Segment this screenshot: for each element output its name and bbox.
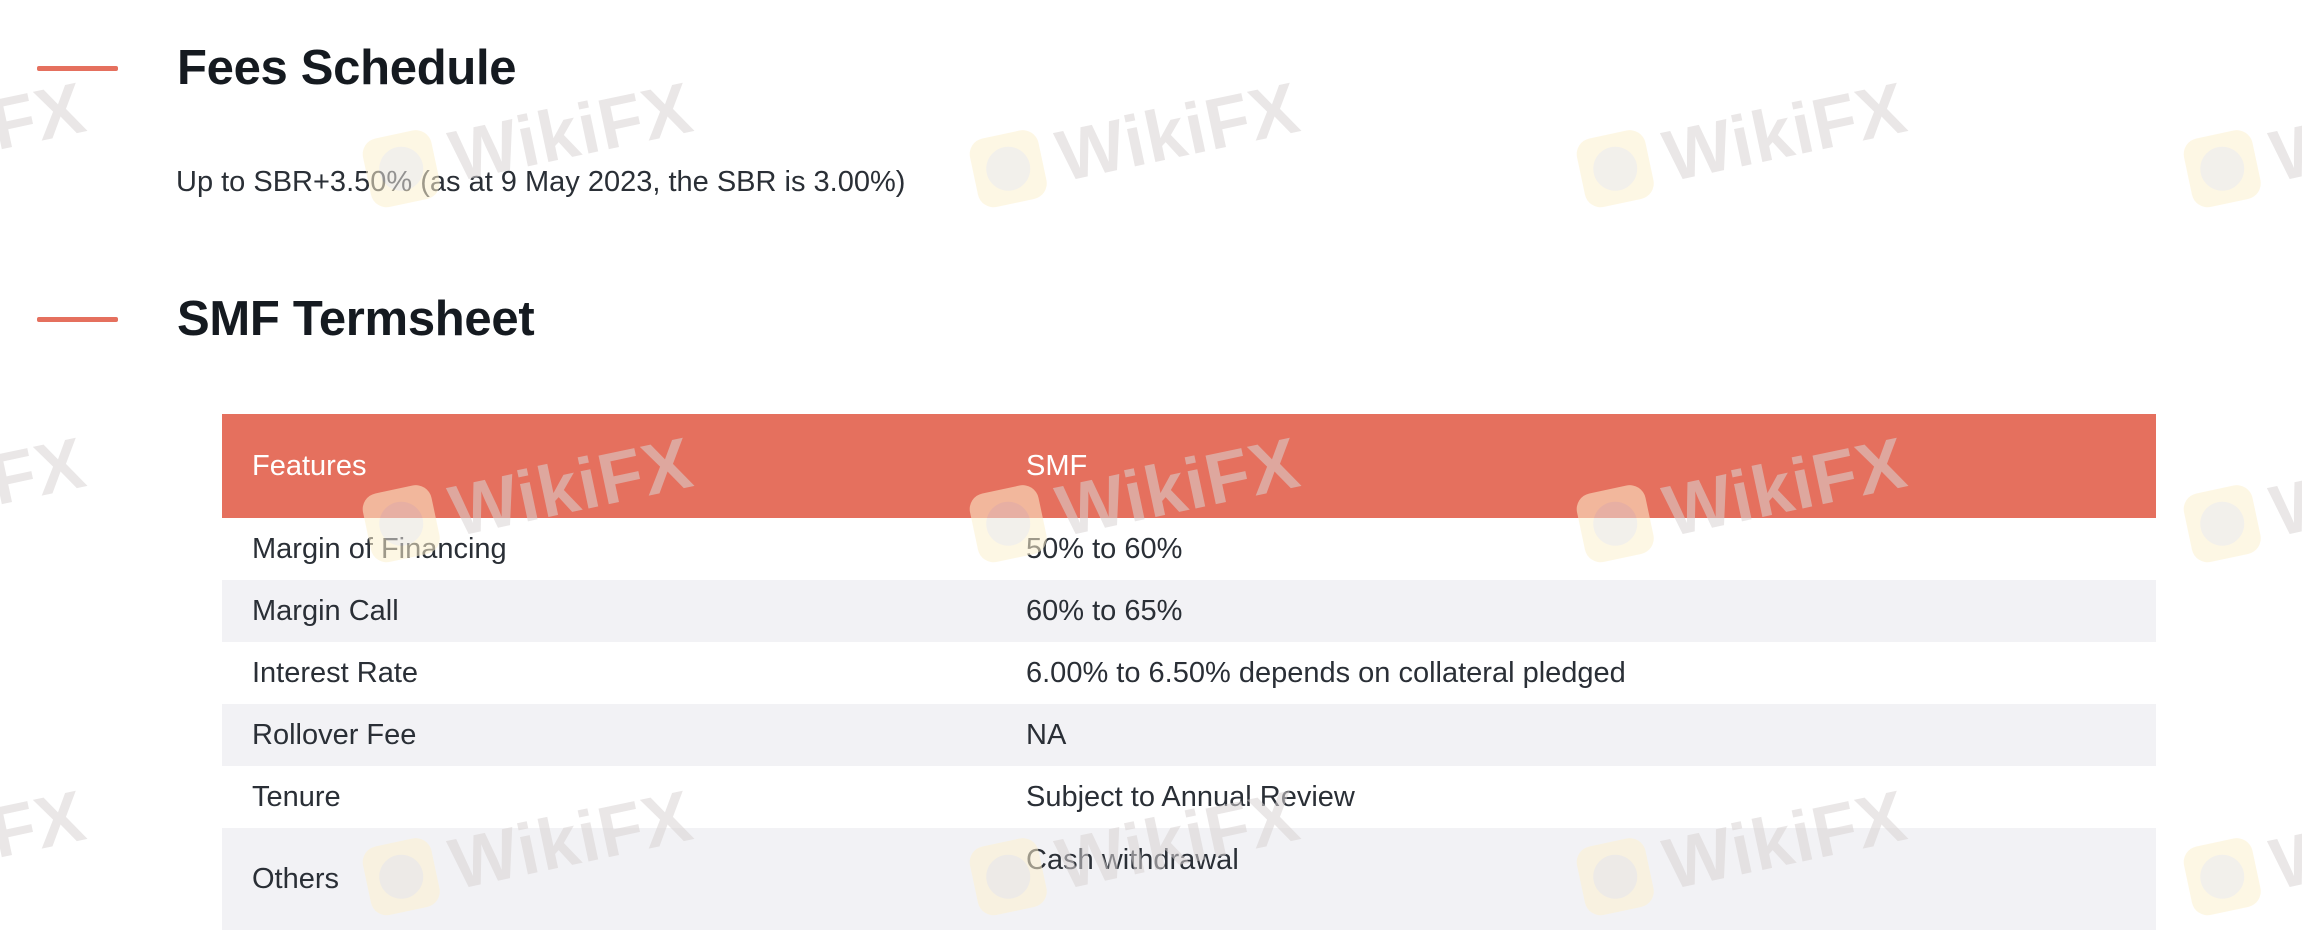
smf-value-cell: 50% to 60%: [996, 518, 2156, 580]
table-header-row: Features SMF: [222, 414, 2156, 518]
table-row: Others Cash withdrawal: [222, 828, 2156, 930]
smf-value-cell: Subject to Annual Review: [996, 766, 2156, 828]
watermark: WikiFX: [0, 775, 93, 924]
section-title: Fees Schedule: [177, 41, 517, 95]
watermark-text: WikiFX: [1049, 67, 1307, 198]
watermark: WikiFX: [0, 422, 93, 571]
column-header-smf: SMF: [996, 414, 2156, 518]
watermark: WikiFX: [965, 67, 1306, 216]
smf-value-cell: Cash withdrawal: [996, 828, 2156, 930]
feature-cell: Margin Call: [222, 580, 996, 642]
wikifx-logo-icon: [2180, 127, 2264, 211]
feature-cell: Rollover Fee: [222, 704, 996, 766]
wikifx-logo-icon: [966, 127, 1050, 211]
feature-cell: Margin of Financing: [222, 518, 996, 580]
fees-schedule-text: Up to SBR+3.50% (as at 9 May 2023, the S…: [176, 166, 906, 198]
watermark-text: WikiFX: [0, 422, 93, 553]
wikifx-logo-icon: [1573, 127, 1657, 211]
watermark-text: WikiFX: [0, 775, 93, 906]
section-title: SMF Termsheet: [177, 292, 535, 346]
watermark-text: WikiFX: [0, 67, 93, 198]
column-header-features: Features: [222, 414, 996, 518]
watermark: WikiFX: [2179, 422, 2302, 571]
termsheet-table: Features SMF Margin of Financing 50% to …: [222, 414, 2156, 930]
feature-cell: Interest Rate: [222, 642, 996, 704]
smf-value-cell: 6.00% to 6.50% depends on collateral ple…: [996, 642, 2156, 704]
watermark: WikiFX: [2179, 67, 2302, 216]
watermark-text: WikiFX: [1656, 67, 1914, 198]
table-row: Margin of Financing 50% to 60%: [222, 518, 2156, 580]
watermark-text: WikiFX: [2263, 775, 2302, 906]
table-row: Rollover Fee NA: [222, 704, 2156, 766]
feature-cell: Others: [222, 828, 996, 930]
watermark-text: WikiFX: [2263, 67, 2302, 198]
section-accent-bar: [37, 65, 118, 71]
smf-value-cell: NA: [996, 704, 2156, 766]
section-accent-bar: [37, 316, 118, 322]
table-row: Tenure Subject to Annual Review: [222, 766, 2156, 828]
wikifx-logo-icon: [2180, 482, 2264, 566]
watermark: WikiFX: [1572, 67, 1913, 216]
watermark: WikiFX: [0, 67, 93, 216]
table-row: Interest Rate 6.00% to 6.50% depends on …: [222, 642, 2156, 704]
wikifx-logo-icon: [2180, 835, 2264, 919]
smf-value-cell: 60% to 65%: [996, 580, 2156, 642]
table-row: Margin Call 60% to 65%: [222, 580, 2156, 642]
watermark-text: WikiFX: [2263, 422, 2302, 553]
watermark: WikiFX: [2179, 775, 2302, 924]
feature-cell: Tenure: [222, 766, 996, 828]
